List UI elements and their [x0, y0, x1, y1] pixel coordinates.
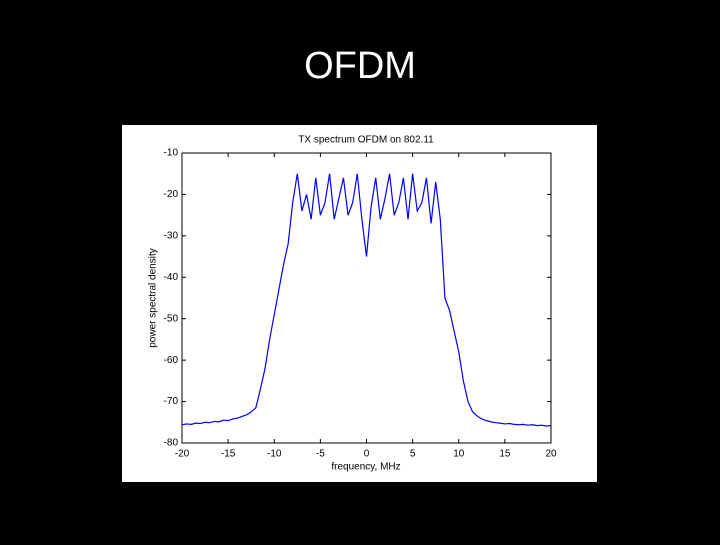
- x-tick-label: -10: [267, 449, 282, 460]
- y-tick-label: -40: [164, 272, 179, 283]
- chart-background: [122, 125, 597, 482]
- x-tick-label: 15: [499, 449, 511, 460]
- y-tick-label: -50: [164, 313, 179, 324]
- x-tick-label: 5: [410, 449, 416, 460]
- y-tick-label: -30: [164, 230, 179, 241]
- x-tick-label: 20: [545, 449, 557, 460]
- x-tick-label: -5: [316, 449, 325, 460]
- spectrum-line: [181, 173, 552, 427]
- chart-title: TX spectrum OFDM on 802.11: [298, 135, 434, 146]
- y-tick-label: -10: [164, 148, 179, 159]
- y-tick-label: -80: [164, 438, 179, 449]
- x-axis-label: frequency, MHz: [331, 462, 400, 473]
- y-tick-label: -60: [164, 355, 179, 366]
- y-axis-label: power spectral density: [148, 248, 159, 348]
- y-tick-label: -70: [164, 396, 179, 407]
- x-tick-label: -20: [175, 449, 190, 460]
- x-tick-label: 0: [364, 449, 370, 460]
- y-tick-label: -20: [164, 189, 179, 200]
- slide-title: OFDM: [304, 45, 416, 87]
- x-tick-label: -15: [221, 449, 236, 460]
- x-tick-label: 10: [453, 449, 465, 460]
